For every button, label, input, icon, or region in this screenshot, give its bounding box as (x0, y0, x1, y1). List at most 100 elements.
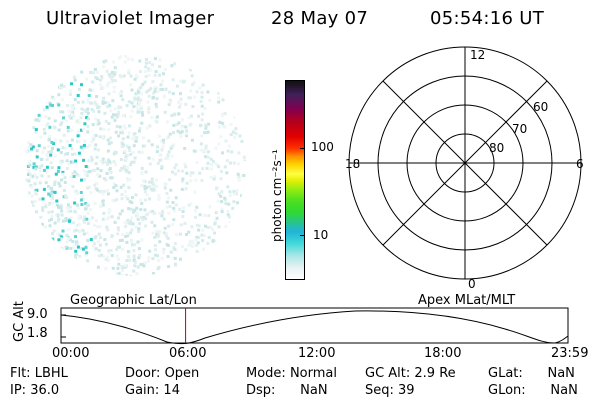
uv-pixel (67, 114, 71, 118)
uv-pixel (140, 92, 143, 96)
uv-pixel (45, 165, 49, 169)
uv-pixel (69, 205, 72, 209)
uv-pixel (117, 216, 120, 220)
uv-pixel (49, 153, 53, 157)
uv-pixel (190, 225, 194, 229)
uv-pixel (101, 100, 105, 104)
uv-pixel (98, 225, 102, 229)
uv-pixel (180, 187, 184, 191)
uv-pixel (138, 101, 141, 105)
uv-pixel (209, 226, 213, 229)
uv-pixel (204, 126, 208, 130)
uv-pixel (49, 191, 53, 195)
uv-pixel (90, 158, 94, 162)
uv-pixel (184, 165, 188, 169)
uv-pixel (103, 238, 107, 241)
uv-pixel (128, 258, 131, 262)
uv-pixel (28, 163, 32, 167)
uv-pixel (68, 219, 71, 223)
uv-pixel (121, 98, 125, 102)
uv-pixel (131, 243, 134, 247)
uv-pixel (81, 100, 85, 104)
uv-pixel (163, 186, 167, 190)
uv-pixel (109, 141, 113, 145)
uv-pixel (166, 236, 170, 240)
uv-pixel (143, 80, 147, 84)
uv-pixel (125, 273, 129, 276)
uv-pixel (166, 120, 170, 124)
uv-pixel (73, 190, 77, 194)
uv-pixel (221, 98, 225, 102)
uv-pixel (136, 240, 140, 244)
uv-pixel (191, 245, 195, 249)
uv-pixel (201, 167, 205, 171)
uv-pixel (192, 149, 196, 153)
uv-pixel (235, 188, 239, 192)
uv-pixel (131, 222, 135, 226)
uv-pixel (59, 151, 63, 154)
uv-pixel (226, 210, 230, 213)
uv-pixel (137, 227, 141, 231)
uv-pixel (194, 209, 198, 213)
uv-pixel (217, 100, 221, 104)
uv-pixel (75, 240, 79, 244)
uv-pixel (31, 204, 35, 208)
uv-pixel (163, 183, 167, 187)
uv-pixel (77, 151, 81, 155)
uv-pixel (62, 116, 65, 120)
uv-pixel (44, 202, 48, 206)
uv-pixel (107, 211, 111, 215)
uv-pixel (225, 171, 229, 175)
uv-pixel (194, 238, 198, 242)
uv-pixel (77, 223, 81, 226)
uv-pixel (216, 199, 220, 203)
uv-pixel (226, 185, 230, 189)
uv-pixel (80, 107, 84, 111)
uv-pixel (188, 116, 192, 120)
uv-pixel (130, 101, 134, 105)
uv-pixel (120, 90, 123, 94)
uv-pixel (172, 209, 176, 213)
lat-label-70: 70 (512, 122, 527, 136)
uv-pixel (93, 242, 97, 246)
uv-pixel (229, 221, 233, 225)
uv-pixel (96, 106, 100, 110)
uv-pixel (65, 119, 69, 123)
timeline-xtick-0: 00:00 (52, 346, 90, 361)
uv-pixel (91, 80, 95, 84)
uv-pixel (59, 161, 63, 165)
uv-pixel (88, 88, 92, 92)
uv-pixel (56, 219, 60, 223)
uv-pixel (89, 238, 93, 241)
uv-pixel (133, 77, 137, 81)
uv-pixel (85, 174, 89, 177)
uv-pixel (127, 146, 131, 149)
uv-pixel (209, 157, 213, 161)
uv-pixel (90, 155, 94, 159)
uv-pixel (178, 232, 182, 236)
uv-pixel (145, 90, 149, 94)
uv-pixel (43, 131, 47, 135)
uv-pixel (191, 241, 195, 245)
uv-pixel (55, 213, 58, 217)
uv-pixel (112, 186, 116, 189)
uv-pixel (179, 92, 182, 96)
uv-pixel (111, 198, 115, 202)
uv-pixel (139, 216, 143, 219)
uv-pixel (232, 200, 236, 204)
uv-pixel (242, 155, 246, 159)
uv-pixel (234, 132, 238, 136)
uv-pixel (120, 144, 124, 148)
uv-pixel (56, 232, 60, 236)
uv-pixel (60, 209, 64, 213)
uv-pixel (132, 269, 136, 273)
uv-pixel (66, 209, 70, 213)
uv-pixel (26, 141, 30, 145)
uv-pixel (96, 148, 100, 152)
uv-pixel (53, 180, 57, 184)
uv-pixel (93, 201, 97, 205)
uv-pixel (108, 209, 112, 213)
uv-pixel (188, 123, 192, 127)
timeline-ytick-min: 1.8 (27, 326, 48, 341)
uv-pixel (148, 68, 152, 72)
